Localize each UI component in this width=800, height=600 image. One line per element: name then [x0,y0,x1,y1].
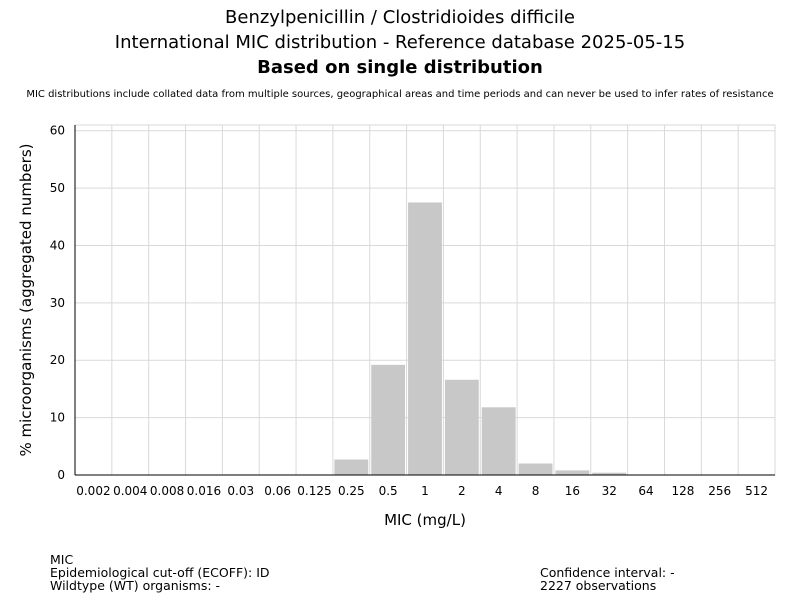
x-tick-label: 0.25 [338,484,365,498]
x-tick-label: 2 [458,484,466,498]
bar [481,407,516,475]
x-tick-label: 16 [565,484,580,498]
x-tick-label: 0.06 [264,484,291,498]
y-tick-label: 30 [50,296,65,310]
confidence-interval-text: Confidence interval: - [540,565,675,580]
x-tick-label: 0.03 [227,484,254,498]
y-tick-label: 40 [50,238,65,252]
bar [408,202,442,475]
wildtype-text: Wildtype (WT) organisms: - [50,578,221,593]
x-tick-label: 128 [671,484,694,498]
x-tick-label: 1 [421,484,429,498]
bar [444,379,479,475]
mic-label: MIC [50,552,74,567]
bar [518,463,553,475]
x-tick-label: 0.008 [150,484,184,498]
bar [555,470,590,475]
footer-right: Confidence interval: - 2227 observations [540,566,675,592]
footer-left: MIC Epidemiological cut-off (ECOFF): ID … [50,553,270,592]
disclaimer-note: MIC distributions include collated data … [26,89,774,100]
y-tick-label: 0 [57,468,65,482]
y-tick-label: 60 [50,124,65,138]
chart-title-line3: Based on single distribution [257,57,543,78]
bar [371,364,406,475]
x-tick-label: 8 [532,484,540,498]
bar [334,459,369,475]
x-tick-label: 32 [602,484,617,498]
y-tick-label: 50 [50,181,65,195]
chart-title-line2: International MIC distribution - Referen… [114,32,686,53]
y-tick-label: 20 [50,353,65,367]
x-axis-title: MIC (mg/L) [384,511,466,529]
x-tick-label: 64 [638,484,653,498]
y-tick-label: 10 [50,411,65,425]
x-tick-label: 0.125 [297,484,331,498]
x-tick-label: 0.5 [379,484,398,498]
chart-title-line1: Benzylpenicillin / Clostridioides diffic… [225,7,575,28]
ecoff-text: Epidemiological cut-off (ECOFF): ID [50,565,270,580]
x-tick-label: 0.016 [187,484,221,498]
x-tick-label: 4 [495,484,503,498]
x-tick-label: 0.002 [76,484,110,498]
x-tick-label: 256 [708,484,731,498]
bar [592,472,627,475]
observations-text: 2227 observations [540,578,657,593]
x-tick-label: 512 [745,484,768,498]
y-axis-title: % microorganisms (aggregated numbers) [17,143,35,456]
x-tick-label: 0.004 [113,484,147,498]
